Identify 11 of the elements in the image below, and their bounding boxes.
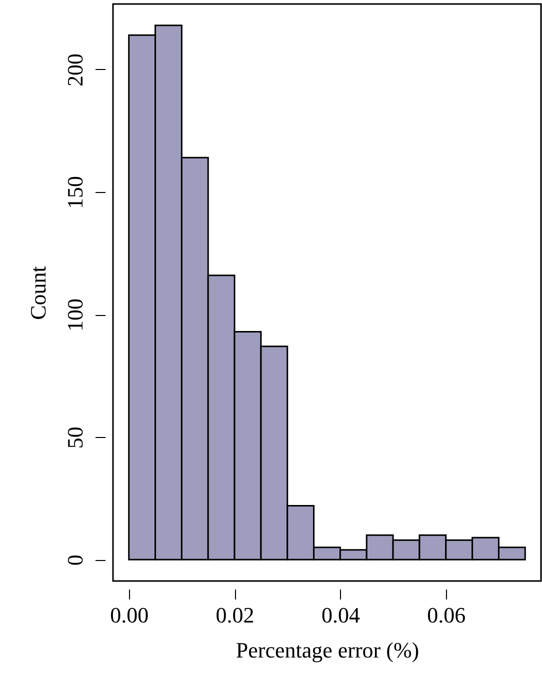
x-tick-label: 0.00 (110, 602, 149, 628)
y-axis-title: Count (26, 266, 50, 320)
y-tick-label: 200 (62, 53, 88, 86)
x-tick-label: 0.06 (427, 602, 466, 628)
x-tick-label: 0.04 (321, 602, 360, 628)
y-tick-label: 50 (62, 426, 88, 449)
y-tick-label: 100 (62, 298, 88, 332)
y-tick-label: 150 (62, 176, 88, 210)
y-tick-label: 0 (62, 554, 88, 566)
x-axis-title: Percentage error (%) (236, 638, 420, 662)
x-tick-label: 0.02 (216, 602, 254, 628)
